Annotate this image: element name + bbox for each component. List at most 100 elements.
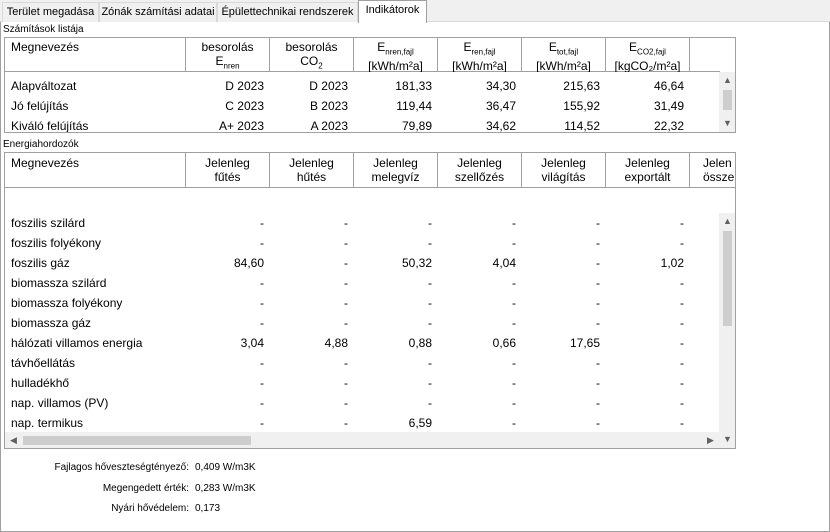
table-row[interactable]: nap. termikus - - 6,59 - - - <box>5 413 719 433</box>
cell-melegviz: - <box>428 376 432 390</box>
table-row[interactable]: Kiváló felújítás A+ 2023 A 2023 79,89 34,62 1… <box>5 116 719 133</box>
col-header-label: besorolás <box>201 40 254 54</box>
cell-futes: - <box>260 216 264 230</box>
table-row[interactable]: hálózati villamos energia 3,04 4,88 0,88 0,6… <box>5 333 719 353</box>
cell-szellozes: - <box>512 276 516 290</box>
cell-name: foszilis folyékony <box>11 236 102 250</box>
scroll-down-icon[interactable]: ▼ <box>723 434 732 444</box>
cell-vilagitas: - <box>596 256 600 270</box>
cell-futes: - <box>260 356 264 370</box>
table-row[interactable]: foszilis gáz 84,60 - 50,32 4,04 - 1,02 <box>5 253 719 273</box>
cell-co2: D 2023 <box>309 79 348 93</box>
table-row[interactable]: nap. villamos (PV) - - - - - - <box>5 393 719 413</box>
cell-futes: - <box>260 396 264 410</box>
tab-zonak[interactable]: Zónák számítási adatai <box>99 2 217 22</box>
cell-hutes: - <box>344 316 348 330</box>
cell-e-ren: 36,47 <box>485 99 516 113</box>
cell-vilagitas: - <box>596 416 600 430</box>
cell-vilagitas: - <box>596 396 600 410</box>
col-header-besorolas-enren[interactable]: besorolás Enren <box>186 38 270 72</box>
cell-enren: A+ 2023 <box>218 119 264 133</box>
tab-terulet[interactable]: Terület megadása <box>2 2 99 22</box>
cell-futes: - <box>260 316 264 330</box>
scroll-thumb[interactable] <box>23 436 251 445</box>
col-header-label: besorolás <box>285 40 338 54</box>
col-header-label: Jelenleg <box>373 156 418 170</box>
col-header-e-nren-fajl[interactable]: Enren,fajl [kWh/m²a] <box>354 38 438 72</box>
cell-vilagitas: - <box>596 236 600 250</box>
col-header-label-2: exportált <box>624 170 671 184</box>
col-header-e-tot-fajl[interactable]: Etot,fajl [kWh/m²a] <box>522 38 606 72</box>
cell-name: nap. villamos (PV) <box>11 396 109 410</box>
scroll-thumb[interactable] <box>723 231 732 326</box>
summary-row: Fajlagos hőveszteségtényező: <box>1 462 189 474</box>
col-header-label: Jelenleg <box>205 156 250 170</box>
scroll-left-icon[interactable]: ◀ <box>10 435 17 445</box>
table-row[interactable]: biomassza gáz - - - - - - <box>5 313 719 333</box>
summary-value: 0,173 <box>195 503 221 514</box>
cell-name: biomassza folyékony <box>11 296 123 310</box>
scroll-down-icon[interactable]: ▼ <box>723 118 732 128</box>
cell-exportalt: - <box>680 396 684 410</box>
table-row[interactable]: foszilis szilárd - - - - - - <box>5 213 719 233</box>
tab-indikatorok[interactable]: Indikátorok <box>358 0 427 23</box>
col-header-osszesen[interactable]: Jelen össze <box>690 153 735 188</box>
cell-szellozes: 4,04 <box>492 256 516 270</box>
col-header-e-ren-fajl[interactable]: Eren,fajl [kWh/m²a] <box>438 38 522 72</box>
cell-exportalt: - <box>680 416 684 430</box>
table-row[interactable]: biomassza folyékony - - - - - - <box>5 293 719 313</box>
col-header-label-2: világítás <box>541 170 586 184</box>
col-header-label: Etot,fajl <box>548 40 579 57</box>
table-row[interactable]: Jó felújítás C 2023 B 2023 119,44 36,47 155,9… <box>5 96 719 116</box>
cell-melegviz: - <box>428 396 432 410</box>
col-header-hutes[interactable]: Jelenleg hűtés <box>270 153 354 188</box>
table-row[interactable]: biomassza szilárd - - - - - - <box>5 273 719 293</box>
cell-exportalt: - <box>680 276 684 290</box>
energy-hscroll[interactable]: ◀ ▶ <box>5 432 719 448</box>
cell-enren: D 2023 <box>225 79 264 93</box>
cell-enren: C 2023 <box>225 99 264 113</box>
summary-label: Fajlagos hőveszteségtényező: <box>54 462 189 473</box>
calc-list-vscroll[interactable]: ▲ ▼ <box>719 72 735 132</box>
tab-epulettechnikai[interactable]: Épülettechnikai rendszerek <box>217 2 358 22</box>
col-header-unit: [kgCO₂/m²a] <box>614 59 681 72</box>
col-header-label: Megnevezés <box>11 40 80 54</box>
cell-vilagitas: - <box>596 316 600 330</box>
cell-name: távhőellátás <box>11 356 76 370</box>
cell-name: Kiváló felújítás <box>11 119 89 133</box>
col-header-label: Jelenleg <box>625 156 670 170</box>
cell-exportalt: - <box>680 336 684 350</box>
energy-vscroll[interactable]: ▲ ▼ <box>719 213 735 448</box>
scroll-right-icon[interactable]: ▶ <box>707 435 714 445</box>
table-row[interactable]: távhőellátás - - - - - - <box>5 353 719 373</box>
col-header-e-co2-fajl[interactable]: ECO2,fajl [kgCO₂/m²a] <box>606 38 690 72</box>
cell-melegviz: - <box>428 316 432 330</box>
col-header-szellozes[interactable]: Jelenleg szellőzés <box>438 153 522 188</box>
col-header-unit: [kWh/m²a] <box>452 59 507 72</box>
cell-melegviz: 0,88 <box>408 336 432 350</box>
col-header-label: Enren,fajl <box>377 40 414 57</box>
col-header-futes[interactable]: Jelenleg fűtés <box>186 153 270 188</box>
col-header-exportalt[interactable]: Jelenleg exportált <box>606 153 690 188</box>
scroll-up-icon[interactable]: ▲ <box>723 75 732 85</box>
cell-name: foszilis szilárd <box>11 216 86 230</box>
cell-futes: - <box>260 276 264 290</box>
cell-e-nren: 119,44 <box>396 99 432 113</box>
cell-e-tot: 215,63 <box>563 79 600 93</box>
col-header-label: Megnevezés <box>11 156 80 170</box>
table-row[interactable]: Alapváltozat D 2023 D 2023 181,33 34,30 215,6… <box>5 76 719 96</box>
table-row[interactable]: foszilis folyékony - - - - - - <box>5 233 719 253</box>
col-header-melegviz[interactable]: Jelenleg melegvíz <box>354 153 438 188</box>
col-header-besorolas-co2[interactable]: besorolás CO2 <box>270 38 354 72</box>
col-header-megnevezes[interactable]: Megnevezés <box>5 153 186 188</box>
cell-name: nap. termikus <box>11 416 84 430</box>
cell-hutes: - <box>344 356 348 370</box>
summary-label: Nyári hővédelem: <box>111 503 189 514</box>
table-row[interactable]: hulladékhő - - - - - - <box>5 373 719 393</box>
cell-szellozes: - <box>512 396 516 410</box>
col-header-megnevezes[interactable]: Megnevezés <box>5 38 186 72</box>
scroll-up-icon[interactable]: ▲ <box>723 216 732 226</box>
scroll-thumb[interactable] <box>723 90 732 110</box>
cell-e-nren: 79,89 <box>401 119 432 133</box>
col-header-vilagitas[interactable]: Jelenleg világítás <box>522 153 606 188</box>
